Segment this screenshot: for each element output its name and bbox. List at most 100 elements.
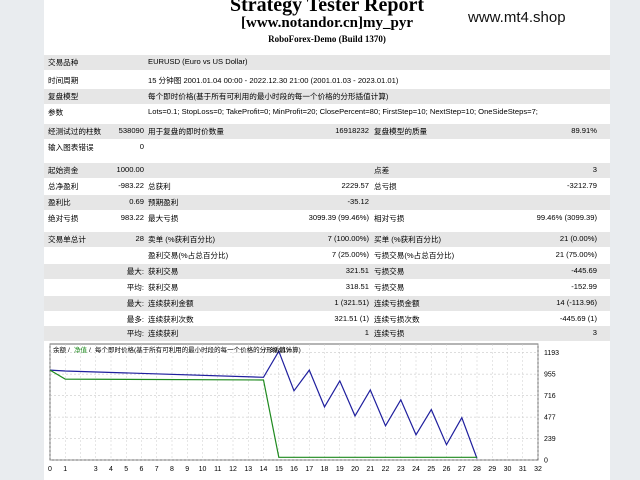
long-label: 买单 (%获利百分比) — [374, 235, 442, 244]
losstr-label: 亏损交易(%占总百分比) — [374, 251, 455, 260]
x-tick-label: 13 — [244, 466, 252, 473]
total-value: 28 — [135, 234, 144, 243]
mcprofit-value: 321.51 (1) — [334, 314, 369, 323]
reldd-value: 99.46% (3099.39) — [536, 213, 597, 222]
balance-series-line — [49, 349, 478, 459]
row-dd: 绝对亏损 983.22 最大亏损 3099.39 (99.46%) 相对亏损 9… — [44, 211, 610, 226]
ticks-value: 16918232 — [335, 126, 369, 135]
x-tick-label: 23 — [397, 466, 405, 473]
x-tick-label: 26 — [443, 466, 451, 473]
pf-label: 盈利比 — [48, 198, 71, 207]
grossloss-value: -3212.79 — [567, 181, 597, 190]
average-label: 平均: — [126, 283, 144, 292]
x-tick-label: 28 — [473, 466, 481, 473]
x-tick-label: 20 — [351, 466, 359, 473]
x-tick-label: 22 — [382, 466, 390, 473]
y-tick-label: 239 — [544, 436, 556, 443]
mcwins-value: 1 (321.51) — [334, 298, 369, 307]
expected-value: -35.12 — [347, 197, 369, 206]
row-model: 复盘模型 每个即时价格(基于所有可利用的最小时段的每一个价格的分形插值计算) — [44, 89, 610, 104]
deposit-label: 起始资金 — [48, 166, 79, 175]
row-mismatch: 输入图表错误 0 — [44, 140, 610, 155]
grossprofit-value: 2229.57 — [341, 181, 369, 190]
deposit-value: 1000.00 — [116, 165, 144, 174]
expected-label: 预期盈利 — [148, 198, 179, 207]
aclosses-label: 连续亏损 — [374, 329, 405, 338]
acwins-label: 连续获利 — [148, 329, 179, 338]
bars-value: 538090 — [118, 126, 144, 135]
x-tick-label: 21 — [366, 466, 374, 473]
y-tick-label: 716 — [544, 393, 556, 400]
x-tick-label: 6 — [140, 466, 144, 473]
short-value: 7 (100.00%) — [327, 234, 369, 243]
x-tick-label: 4 — [109, 466, 113, 473]
row-deposit: 起始资金 1000.00 点差 3 — [44, 163, 610, 178]
profittr-value: 7 (25.00%) — [331, 250, 369, 259]
report-subtitle: [www.notandor.cn]my_pyr — [241, 15, 413, 31]
model-value: 每个即时价格(基于所有可利用的最小时段的每一个价格的分形插值计算) — [148, 92, 389, 101]
x-tick-label: 1 — [63, 466, 67, 473]
model-label: 复盘模型 — [48, 92, 79, 101]
x-tick-label: 30 — [504, 466, 512, 473]
ticks-label: 用于复盘的即时价数量 — [148, 127, 224, 136]
lprofit-label: 获利交易 — [148, 267, 179, 276]
legend-item: 89.91% — [270, 347, 292, 354]
row-netprofit: 总净盈利 -983.22 总获利 2229.57 总亏损 -3212.79 — [44, 179, 610, 194]
symbol-label: 交易品种 — [48, 58, 79, 67]
mismatch-value: 0 — [139, 142, 144, 151]
y-tick-label: 1193 — [544, 350, 559, 357]
x-tick-label: 25 — [427, 466, 435, 473]
period-value: 15 分钟图 2001.01.04 00:00 - 2022.12.30 21:… — [148, 76, 399, 85]
aloss-value: -152.99 — [571, 282, 597, 291]
avgcons-label: 平均: — [126, 329, 144, 338]
build-info: RoboForex-Demo (Build 1370) — [268, 34, 386, 44]
period-label: 时间周期 — [48, 76, 79, 85]
x-tick-label: 32 — [534, 466, 542, 473]
symbol-value: EURUSD (Euro vs US Dollar) — [148, 57, 248, 66]
absdd-value: 983.22 — [120, 213, 144, 222]
row-period: 时间周期 15 分钟图 2001.01.04 00:00 - 2022.12.3… — [44, 73, 610, 88]
row-pf: 盈利比 0.69 预期盈利 -35.12 — [44, 195, 610, 210]
lloss-value: -445.69 — [571, 266, 597, 275]
x-tick-label: 27 — [458, 466, 466, 473]
x-tick-label: 8 — [170, 466, 174, 473]
x-tick-label: 3 — [94, 466, 98, 473]
mclosses-value: 14 (-113.96) — [556, 298, 597, 307]
x-tick-label: 17 — [305, 466, 313, 473]
bars-label: 经测试过的柱数 — [48, 127, 102, 136]
row-average: 平均: 获利交易 318.51 亏损交易 -152.99 — [44, 280, 610, 295]
x-tick-label: 14 — [260, 466, 268, 473]
netprofit-value: -983.22 — [118, 181, 144, 190]
x-tick-label: 10 — [199, 466, 207, 473]
mcwins-label: 连续获利金额 — [148, 299, 194, 308]
row-profittrades: 盈利交易(%占总百分比) 7 (25.00%) 亏损交易(%占总百分比) 21 … — [44, 248, 610, 263]
row-total: 交易单总计 28 卖单 (%获利百分比) 7 (100.00%) 买单 (%获利… — [44, 232, 610, 247]
x-tick-label: 11 — [214, 466, 221, 473]
legend-separator: / — [264, 347, 266, 354]
y-tick-label: 477 — [544, 415, 556, 422]
x-tick-label: 15 — [275, 466, 283, 473]
reldd-label: 相对亏损 — [374, 214, 405, 223]
aloss-label: 亏损交易 — [374, 283, 405, 292]
row-params: 参数 Lots=0.1; StopLoss=0; TakeProfit=0; M… — [44, 105, 610, 120]
pf-value: 0.69 — [129, 197, 144, 206]
short-label: 卖单 (%获利百分比) — [148, 235, 216, 244]
aprofit-value: 318.51 — [345, 282, 369, 291]
absdd-label: 绝对亏损 — [48, 214, 79, 223]
x-tick-label: 18 — [321, 466, 329, 473]
quality-value: 89.91% — [571, 126, 597, 135]
y-tick-label: 0 — [544, 458, 548, 465]
mcloss-label: 连续亏损次数 — [374, 315, 420, 324]
x-tick-label: 31 — [519, 466, 527, 473]
losstr-value: 21 (75.00%) — [555, 250, 597, 259]
x-tick-label: 16 — [290, 466, 298, 473]
mismatch-label: 输入图表错误 — [48, 143, 94, 152]
netprofit-label: 总净盈利 — [48, 182, 79, 191]
mcloss-value: -445.69 (1) — [559, 314, 597, 323]
spread-label: 点差 — [374, 166, 390, 175]
spread-value: 3 — [592, 165, 597, 174]
grossprofit-label: 总获利 — [148, 182, 171, 191]
total-label: 交易单总计 — [48, 235, 86, 244]
report-title: Strategy Tester Report — [229, 0, 425, 16]
params-label: 参数 — [48, 108, 64, 117]
